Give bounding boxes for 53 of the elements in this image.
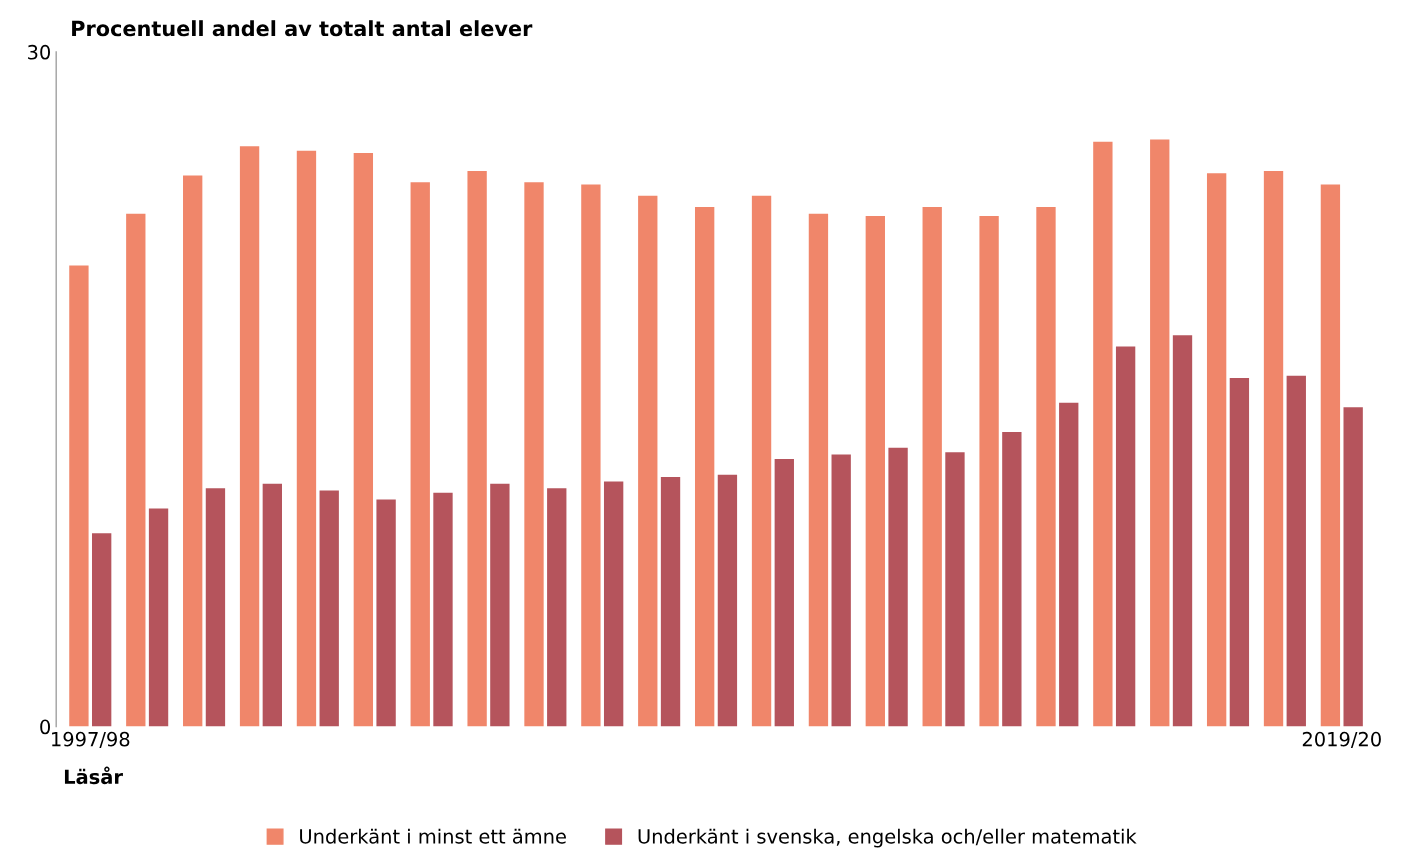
bar <box>808 213 829 727</box>
bar <box>603 481 624 727</box>
bar <box>1172 335 1193 727</box>
bar <box>1150 139 1170 727</box>
bar <box>751 195 772 727</box>
x-tick-label: 2019/20 <box>1302 731 1381 749</box>
bar <box>524 182 544 727</box>
bar <box>467 171 487 727</box>
bar <box>1206 173 1227 727</box>
bar <box>922 207 942 727</box>
bar <box>92 533 112 727</box>
y-tick-label: 0 <box>40 719 51 735</box>
bar <box>69 265 89 727</box>
bar <box>319 490 339 727</box>
bar <box>490 483 510 727</box>
bar <box>410 182 430 727</box>
bar <box>433 492 453 727</box>
bar <box>979 216 999 727</box>
bar <box>660 476 681 727</box>
bar <box>1036 207 1056 727</box>
bar <box>1093 141 1113 727</box>
x-tick-label: 1997/98 <box>52 731 130 749</box>
bar <box>1059 402 1079 727</box>
x-axis-title: Läsår <box>64 766 123 785</box>
bar <box>1286 375 1306 727</box>
bar <box>205 488 226 727</box>
bar <box>376 499 396 727</box>
bar <box>865 216 885 727</box>
bar <box>126 213 146 727</box>
bar <box>945 452 965 727</box>
bar <box>148 508 169 727</box>
chart-title: Procentuell andel av totalt antal elever <box>72 20 533 37</box>
bar <box>831 454 851 727</box>
bar <box>1263 171 1284 727</box>
bar <box>774 458 794 727</box>
bar <box>353 153 374 727</box>
bar <box>888 447 908 727</box>
bar <box>1002 431 1022 727</box>
bar <box>296 150 317 727</box>
y-tick-label: 30 <box>28 44 51 60</box>
legend-label: Underkänt i minst ett ämne <box>300 828 566 844</box>
bar <box>547 488 567 727</box>
bar <box>239 146 260 727</box>
bar <box>638 195 658 727</box>
legend-label: Underkänt i svenska, engelska och/eller matematik <box>638 828 1137 848</box>
bar <box>1229 378 1250 727</box>
bar <box>183 175 203 727</box>
bar <box>694 207 715 727</box>
bar <box>1343 407 1363 727</box>
bar <box>581 184 601 727</box>
bar <box>1115 346 1136 727</box>
bar <box>262 483 282 727</box>
bar <box>717 474 738 727</box>
